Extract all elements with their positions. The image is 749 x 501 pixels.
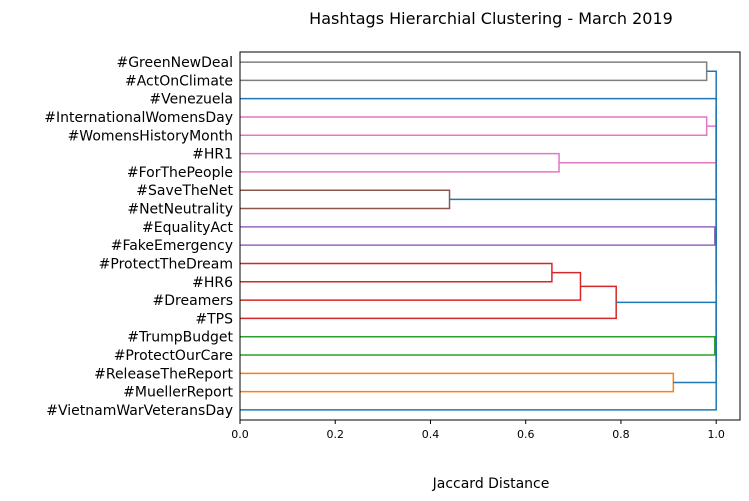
dendrogram-link-b7 — [706, 70, 717, 146]
dendrogram-link-n1 — [240, 189, 451, 210]
x-tick-label: 0.8 — [612, 428, 630, 441]
dendrogram-link-b1 — [673, 345, 717, 384]
leaf-label: #TrumpBudget — [127, 330, 233, 346]
leaf-label: #Dreamers — [153, 293, 233, 309]
leaf-label: #GreenNewDeal — [116, 55, 233, 71]
leaf-label: #MuellerReport — [123, 385, 233, 401]
x-tick-label: 0.6 — [517, 428, 535, 441]
x-tick-label: 0.4 — [422, 428, 440, 441]
leaf-label: #EqualityAct — [142, 220, 233, 236]
leaf-label: #VietnamWarVeteransDay — [46, 403, 233, 419]
leaf-label: #NetNeutrality — [127, 202, 233, 218]
dendrogram-link-b8 — [240, 108, 717, 411]
dendrogram-link-b6 — [240, 97, 717, 194]
chart-title: Hashtags Hierarchial Clustering - March … — [309, 9, 673, 28]
dendrogram-link-e1 — [240, 226, 716, 246]
leaf-label: #ProtectOurCare — [114, 348, 233, 364]
leaf-label: #SaveTheNet — [136, 183, 233, 199]
dendrogram-links — [240, 61, 717, 411]
dendrogram-link-o1 — [240, 372, 675, 393]
x-tick-label: 1.0 — [707, 428, 725, 441]
plot-frame — [239, 51, 741, 421]
leaf-label: #ReleaseTheReport — [94, 366, 233, 382]
x-axis: 0.0 0.2 0.4 0.6 0.8 1.0 — [231, 420, 725, 441]
leaf-label: #WomensHistoryMonth — [68, 128, 233, 144]
dendrogram-link-r2 — [240, 271, 582, 301]
leaf-label: #TPS — [195, 311, 233, 327]
leaf-label: #HR6 — [192, 275, 233, 291]
dendrogram-link-g1 — [240, 61, 708, 82]
leaf-label: #ActOnClimate — [125, 73, 233, 89]
leaf-label: #FakeEmergency — [111, 238, 233, 254]
dendrogram-link-w2 — [240, 152, 560, 173]
leaf-label: #InternationalWomensDay — [44, 110, 233, 126]
leaf-label: #Venezuela — [149, 92, 233, 108]
leaf-label: #ProtectTheDream — [99, 256, 233, 272]
dendrogram-link-r3 — [240, 285, 617, 320]
dendrogram-link-c1 — [240, 335, 716, 356]
dendrogram-link-r1 — [240, 262, 553, 283]
x-tick-label: 0.0 — [231, 428, 249, 441]
leaf-labels: #GreenNewDeal #ActOnClimate #Venezuela #Int… — [44, 55, 233, 419]
dendrogram-link-w3 — [559, 125, 717, 164]
leaf-label: #ForThePeople — [127, 165, 233, 181]
dendrogram-link-b4 — [449, 198, 717, 285]
x-axis-title: Jaccard Distance — [432, 476, 550, 492]
leaf-label: #HR1 — [192, 147, 233, 163]
x-tick-label: 0.2 — [326, 428, 344, 441]
dendrogram-link-w1 — [240, 116, 708, 137]
